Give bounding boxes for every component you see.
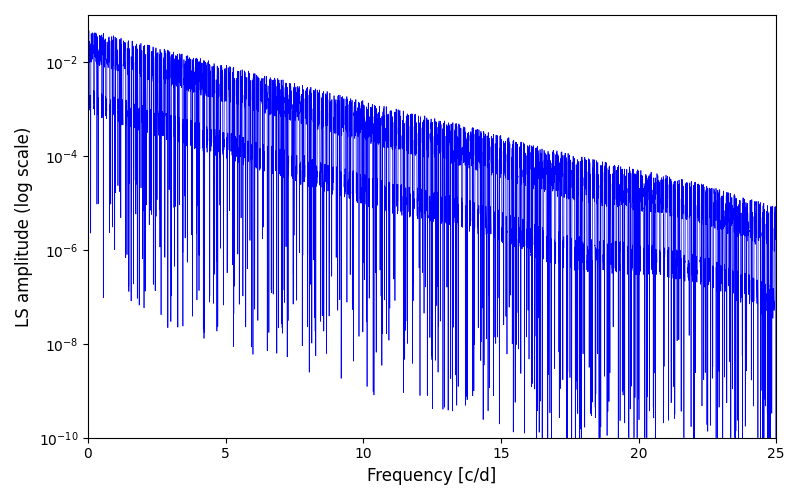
Y-axis label: LS amplitude (log scale): LS amplitude (log scale) bbox=[15, 126, 33, 326]
X-axis label: Frequency [c/d]: Frequency [c/d] bbox=[367, 467, 497, 485]
